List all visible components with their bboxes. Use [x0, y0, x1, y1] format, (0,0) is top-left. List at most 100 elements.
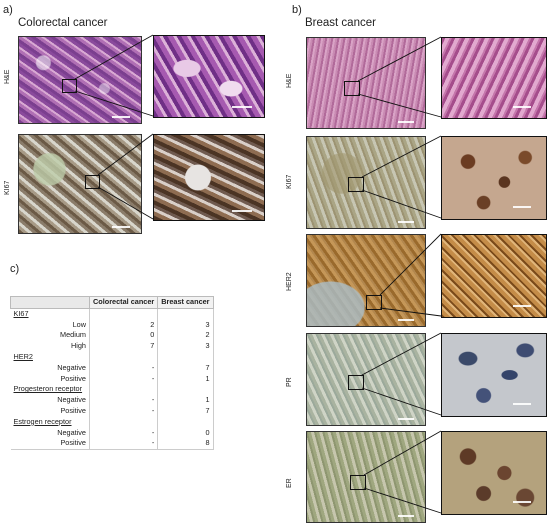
bc-er-micrograph [306, 431, 426, 523]
row-label-bc-pr: PR [286, 377, 293, 387]
bc-er-zoom [441, 431, 547, 515]
table-cell-breast: 8 [157, 438, 214, 451]
bc-her2-micrograph [306, 234, 426, 327]
scale-bar [398, 121, 414, 123]
row-label-bc-her2: HER2 [286, 272, 293, 291]
crc-ki67-micrograph [18, 134, 142, 234]
row-label-crc-ki67: KI67 [4, 180, 11, 195]
table-group-row: Estrogen receptor [11, 416, 214, 428]
scale-bar [513, 206, 531, 208]
row-label-crc-he: H&E [4, 69, 11, 84]
table-row: Low 2 3 [11, 319, 214, 331]
table-cell-colorectal: 0 [88, 330, 158, 342]
scale-bar [112, 226, 130, 228]
table-header-breast: Breast cancer [157, 296, 214, 309]
crc-he-zoom [153, 35, 265, 118]
table-cell-colorectal: - [88, 373, 158, 385]
panel-a-letter: a) [3, 4, 13, 16]
table-row: Positive -7 [11, 405, 214, 417]
scale-bar [398, 319, 414, 321]
table-row: Medium 0 2 [11, 330, 214, 342]
table-row: Negative -7 [11, 362, 214, 374]
bc-ki67-zoom [441, 136, 547, 220]
scale-bar [513, 501, 531, 503]
table-header-row: Colorectal cancer Breast cancer [10, 296, 214, 309]
crc-ki67-zoom [153, 134, 265, 221]
table-group-row: HER2 [11, 351, 214, 363]
table-row: Negative -1 [11, 395, 214, 406]
table-cell-breast: 3 [157, 319, 214, 331]
table-row-label: High [70, 341, 86, 351]
scale-bar [112, 116, 130, 118]
scale-bar [398, 221, 414, 223]
table-row: Negative -0 [11, 427, 214, 439]
crc-ki67-roi-box [85, 175, 100, 189]
receptor-status-table: Colorectal cancer Breast cancer KI67 Low 2… [10, 296, 214, 451]
table-row: Positive -1 [11, 373, 214, 385]
table-cell-breast: 1 [157, 395, 214, 406]
bc-he-micrograph [306, 37, 426, 129]
bc-pr-micrograph [306, 333, 426, 426]
table-row-label: Positive [10, 438, 90, 451]
table-group-row: KI67 [11, 308, 214, 320]
table-group-label: Progesteron receptor [13, 384, 83, 394]
table-cell-breast: 1 [157, 373, 214, 385]
table-cell-colorectal: - [88, 395, 158, 406]
table-cell-breast: 3 [157, 341, 214, 352]
scale-bar [398, 515, 414, 517]
scale-bar [232, 210, 252, 212]
table-row-label: Positive [60, 405, 86, 415]
scale-bar [232, 106, 252, 108]
table-row: High 7 3 [11, 341, 214, 352]
table-cell-colorectal: - [88, 362, 158, 374]
bc-he-roi-box [344, 81, 360, 96]
bc-ki67-roi-box [348, 177, 364, 192]
crc-he-micrograph [18, 36, 142, 124]
table-row-label: Medium [60, 330, 86, 340]
table-cell-breast: 7 [157, 362, 214, 374]
panel-b-title: Breast cancer [305, 17, 376, 29]
bc-ki67-micrograph [306, 136, 426, 229]
row-label-bc-er: ER [286, 478, 293, 488]
bc-her2-zoom [441, 234, 547, 318]
table-cell-empty [88, 308, 158, 320]
table-cell-empty [157, 416, 214, 428]
bc-pr-zoom [441, 333, 547, 417]
row-label-bc-ki67: KI67 [286, 174, 293, 189]
table-row-label: Negative [57, 427, 86, 437]
table-cell-colorectal: - [88, 438, 158, 451]
table-cell-breast: 0 [157, 427, 214, 439]
table-cell-empty [88, 416, 158, 428]
scale-bar [513, 403, 531, 405]
scale-bar [398, 418, 414, 420]
table-cell-colorectal: - [88, 405, 158, 417]
table-group-label: HER2 [13, 351, 33, 361]
row-label-bc-he: H&E [286, 73, 293, 88]
bc-pr-roi-box [348, 375, 364, 390]
crc-he-roi-box [62, 79, 77, 93]
table-cell-colorectal: 7 [88, 341, 158, 352]
table-row-label: Negative [57, 395, 86, 405]
table-header-blank [10, 296, 90, 309]
table-row-label: Negative [57, 362, 86, 372]
table-group-row: Progesteron receptor [11, 384, 214, 396]
scale-bar [513, 305, 531, 307]
bc-her2-roi-box [366, 295, 382, 310]
table-cell-breast: 7 [157, 405, 214, 417]
table-row-label: Low [72, 319, 86, 329]
panel-b-letter: b) [292, 4, 302, 16]
table-header-colorectal: Colorectal cancer [88, 296, 159, 309]
panel-a-title: Colorectal cancer [18, 17, 108, 29]
table-group-label: KI67 [13, 308, 29, 318]
bc-he-zoom [441, 37, 547, 119]
table-cell-empty [157, 308, 214, 320]
panel-c-letter: c) [10, 263, 20, 275]
table-cell-empty [88, 351, 158, 363]
table-row: Positive -8 [10, 438, 214, 451]
table-cell-colorectal: 2 [88, 319, 158, 331]
table-cell-colorectal: - [88, 427, 158, 439]
table-row-label: Positive [60, 373, 86, 383]
table-group-label: Estrogen receptor [13, 416, 72, 426]
table-cell-empty [157, 384, 214, 396]
table-cell-breast: 2 [157, 330, 214, 342]
